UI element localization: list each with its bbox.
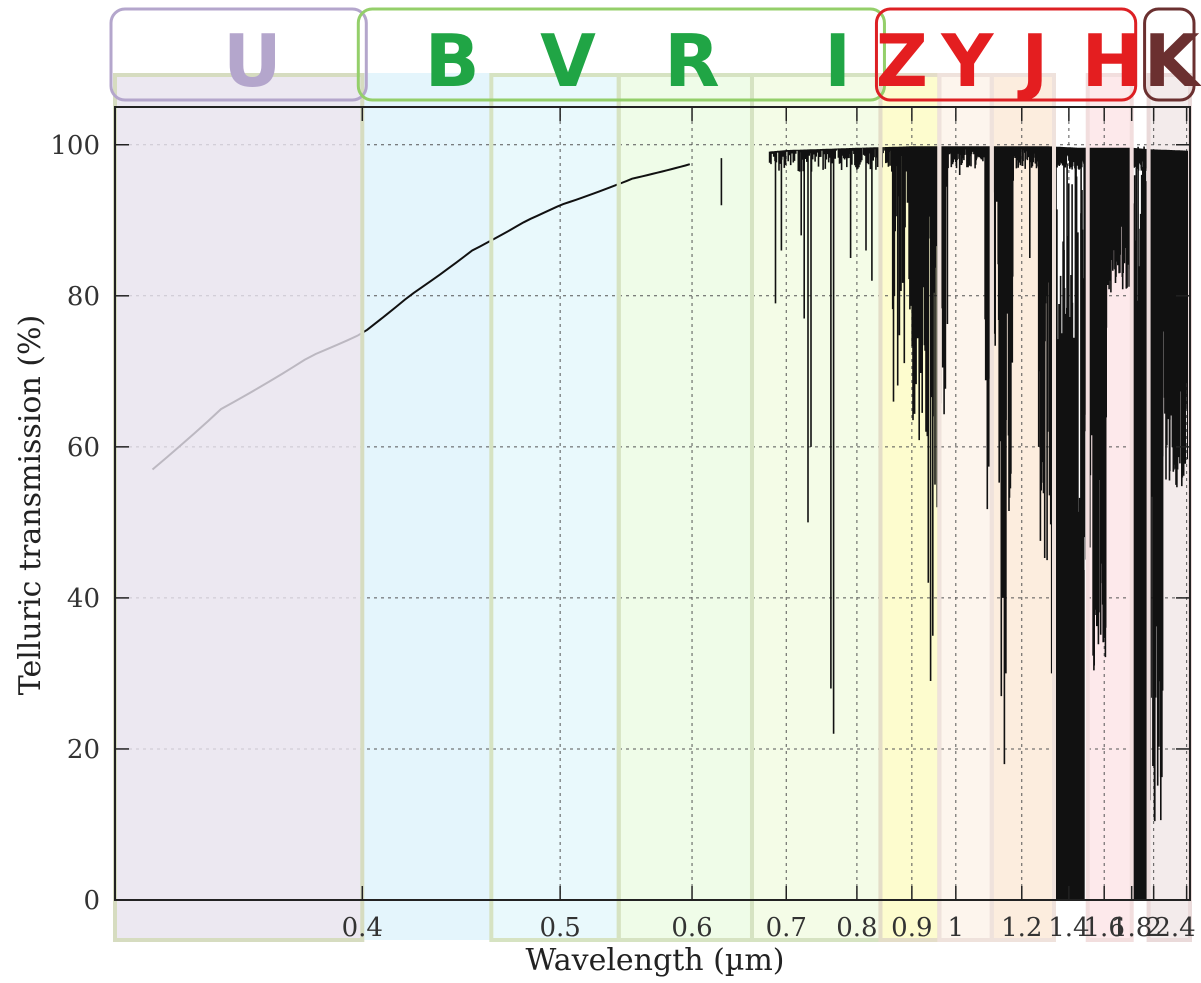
axis-ticks <box>115 107 1190 901</box>
x-tick-label-0.6: 0.6 <box>671 913 712 943</box>
y-tick-label-20: 20 <box>67 735 100 765</box>
band-region-3 <box>751 73 881 940</box>
x-tick-label-1.6: 1.6 <box>1084 913 1125 943</box>
band-region-2 <box>618 73 752 940</box>
band-region-0 <box>362 73 492 940</box>
x-tick-label-1.2: 1.2 <box>1001 913 1042 943</box>
band-region-1 <box>491 73 619 940</box>
y-tick-label-0: 0 <box>83 886 100 916</box>
y-tick-label-80: 80 <box>67 282 100 312</box>
x-tick-label-0.5: 0.5 <box>539 913 580 943</box>
y-tick-label-60: 60 <box>67 433 100 463</box>
band-letter-R: R <box>664 19 719 103</box>
filter-box-6 <box>989 73 1056 942</box>
x-tick-label-1: 1 <box>948 913 965 943</box>
band-group-frames <box>109 7 1196 102</box>
x-tick-label-1.4: 1.4 <box>1048 913 1089 943</box>
band-group-frame-1 <box>356 7 886 102</box>
band-group-frame-0 <box>109 7 368 102</box>
band-letter-V: V <box>540 19 596 103</box>
y-axis-title: Telluric transmission (%) <box>13 315 48 695</box>
x-tick-label-0.9: 0.9 <box>891 913 932 943</box>
x-tick-label-1.8: 1.8 <box>1111 913 1152 943</box>
x-tick-label-0.8: 0.8 <box>836 913 877 943</box>
band-letter-H: H <box>1082 19 1142 103</box>
y-tick-labels: 0 20 40 60 80 100 <box>50 131 100 916</box>
band-letter-U: U <box>223 19 281 103</box>
x-tick-label-0.4: 0.4 <box>342 913 383 943</box>
x-tick-labels: 0.4 0.5 0.6 0.7 0.8 0.9 1 1.2 1.41.61.822.4 <box>342 913 1196 943</box>
x-tick-label-2: 2 <box>1145 913 1162 943</box>
band-group-frame-2 <box>874 7 1138 102</box>
x-tick-label-2.4: 2.4 <box>1154 913 1195 943</box>
band-letter-K: K <box>1144 19 1201 103</box>
x-tick-label-0.7: 0.7 <box>766 913 807 943</box>
filter-box-7 <box>1085 73 1134 942</box>
band-letter-B: B <box>425 19 480 103</box>
filter-boxes <box>113 73 1192 942</box>
x-axis-title: Wavelength (µm) <box>526 943 785 978</box>
band-letter-J: J <box>1017 19 1049 103</box>
band-letter-Z: Z <box>876 19 928 103</box>
band-group-frame-3 <box>1143 7 1196 102</box>
band-letter-Y: Y <box>940 19 994 103</box>
y-tick-label-40: 40 <box>67 584 100 614</box>
band-letter-I: I <box>824 19 851 103</box>
plot-frame <box>114 106 1191 901</box>
filter-box-0 <box>113 73 365 942</box>
y-tick-label-100: 100 <box>50 131 100 161</box>
